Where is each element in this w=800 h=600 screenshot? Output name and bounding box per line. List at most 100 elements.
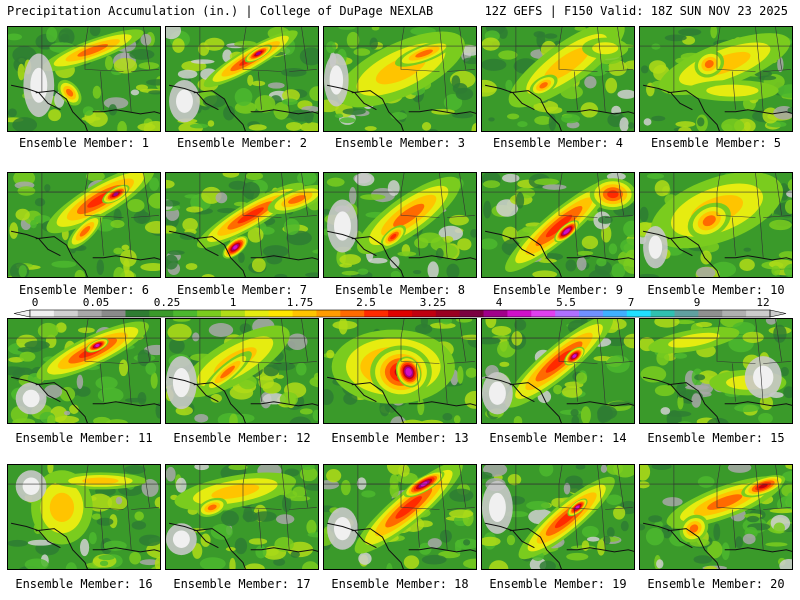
precip-speckle xyxy=(37,322,59,339)
state-boundary xyxy=(459,319,466,362)
precip-speckle xyxy=(387,180,400,196)
precip-map xyxy=(166,465,318,569)
precip-speckle xyxy=(139,559,160,566)
state-boundary xyxy=(84,27,89,47)
precip-speckle xyxy=(140,263,160,272)
precip-speckle xyxy=(339,254,362,266)
ensemble-member-map xyxy=(639,172,793,278)
colorbar-swatch xyxy=(602,310,628,317)
colorbar-tick-label: 3.25 xyxy=(420,296,447,309)
precip-speckle xyxy=(571,415,580,423)
state-boundary xyxy=(242,27,247,47)
precip-speckle xyxy=(600,465,608,473)
precip-speckle xyxy=(574,27,587,31)
precip-map xyxy=(482,173,634,277)
precip-speckle xyxy=(127,198,145,213)
precip-speckle xyxy=(498,50,518,60)
colorbar-swatch xyxy=(149,310,174,317)
state-boundary xyxy=(763,215,791,218)
precip-speckle xyxy=(390,270,401,277)
precip-speckle xyxy=(678,28,702,36)
coastline xyxy=(642,376,693,403)
state-boundary xyxy=(558,465,563,485)
precip-speckle xyxy=(553,384,563,395)
precip-speckle xyxy=(338,27,356,30)
colorbar-tick-label: 0.25 xyxy=(154,296,181,309)
precip-speckle xyxy=(368,257,388,264)
colorbar-swatch xyxy=(626,310,652,317)
precip-map xyxy=(166,319,318,423)
precip-speckle xyxy=(307,532,318,538)
colorbar-swatch xyxy=(364,310,389,317)
state-boundary xyxy=(199,45,282,72)
precip-speckle xyxy=(645,527,664,546)
precip-contour xyxy=(539,82,548,89)
state-boundary xyxy=(558,173,563,193)
state-boundary xyxy=(775,27,782,70)
precip-speckle xyxy=(177,69,198,79)
precip-map xyxy=(8,27,160,131)
precip-speckle xyxy=(44,384,63,399)
colorbar-swatch xyxy=(579,310,604,317)
state-boundary xyxy=(84,173,89,193)
state-boundary xyxy=(459,173,466,216)
colorbar-swatch xyxy=(30,310,55,317)
state-boundary xyxy=(775,173,782,216)
precip-speckle xyxy=(470,228,476,238)
precip-map xyxy=(166,27,318,131)
coastline xyxy=(667,528,792,569)
precip-speckle xyxy=(166,179,175,189)
coastline xyxy=(351,236,476,277)
dry-area xyxy=(334,516,351,541)
ensemble-member-label: Ensemble Member: 15 xyxy=(647,431,785,445)
state-boundary xyxy=(400,27,405,47)
precip-speckle xyxy=(172,38,185,53)
precip-speckle xyxy=(8,33,23,41)
state-boundary xyxy=(673,483,756,510)
colorbar-arrow-right xyxy=(769,309,787,318)
colorbar-swatch xyxy=(483,310,508,317)
state-boundary xyxy=(100,509,104,548)
state-boundary xyxy=(617,27,624,70)
precip-speckle xyxy=(412,269,422,275)
coastline xyxy=(35,236,160,277)
state-boundary xyxy=(673,45,756,72)
colorbar-tick-label: 1 xyxy=(230,296,237,309)
dry-area xyxy=(488,492,506,522)
coastline xyxy=(642,522,693,549)
precip-speckle xyxy=(506,113,520,120)
precip-speckle xyxy=(30,219,37,229)
coastline xyxy=(35,528,160,569)
precip-speckle xyxy=(309,86,318,102)
coastline xyxy=(509,236,634,277)
precip-speckle xyxy=(677,421,692,423)
state-boundary xyxy=(597,319,606,404)
precip-speckle xyxy=(110,219,125,229)
state-boundary xyxy=(281,27,290,112)
precip-contour xyxy=(406,369,411,375)
precip-speckle xyxy=(421,122,432,131)
precip-speckle xyxy=(654,180,670,197)
precip-speckle xyxy=(693,555,713,564)
precip-speckle xyxy=(727,465,752,473)
precip-speckle xyxy=(17,186,36,196)
state-boundary xyxy=(289,215,317,218)
precip-speckle xyxy=(65,562,77,569)
precip-speckle xyxy=(248,124,267,131)
state-boundary xyxy=(574,217,578,256)
colorbar-swatch xyxy=(125,310,150,317)
precip-speckle xyxy=(721,118,745,131)
precip-contour xyxy=(82,477,119,485)
coastline xyxy=(509,528,634,569)
state-boundary xyxy=(357,45,440,72)
ensemble-member-label: Ensemble Member: 10 xyxy=(647,283,785,297)
precip-speckle xyxy=(12,117,38,131)
state-boundary xyxy=(242,173,247,193)
precip-speckle xyxy=(182,217,198,232)
precip-speckle xyxy=(60,33,70,43)
precip-speckle xyxy=(502,173,520,183)
colorbar-swatch xyxy=(268,310,293,317)
coastline xyxy=(667,90,792,131)
precip-speckle xyxy=(166,254,178,270)
precip-speckle xyxy=(482,471,493,479)
